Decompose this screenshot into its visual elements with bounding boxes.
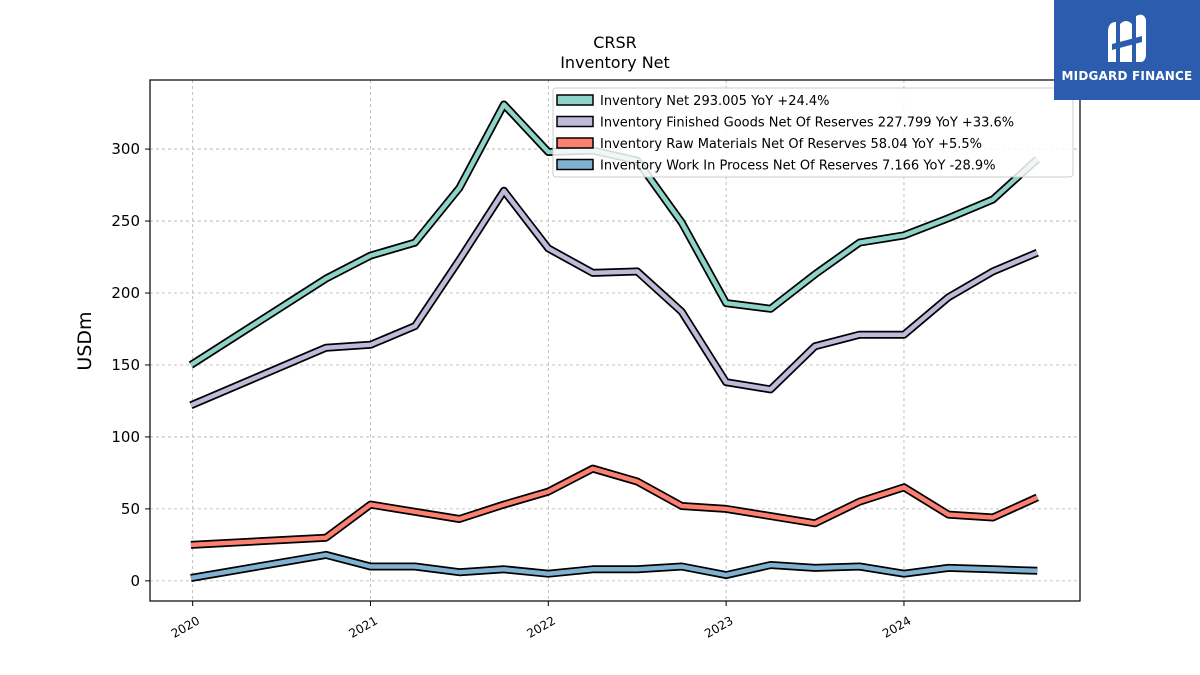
y-tick-label: 50	[121, 500, 140, 518]
series-line	[190, 550, 1038, 582]
x-tick-label: 2023	[702, 613, 735, 640]
legend-entry: Inventory Finished Goods Net Of Reserves…	[600, 116, 1014, 131]
x-tick-label: 2024	[880, 613, 913, 640]
y-axis-label: USDm	[74, 311, 96, 370]
legend-box	[552, 87, 1074, 178]
series-outline	[189, 186, 1039, 409]
legend-entry: Inventory Net 293.005 YoY +24.4%	[600, 94, 830, 109]
series-outline	[190, 464, 1039, 549]
y-tick-label: 300	[111, 140, 140, 158]
y-tick-label: 150	[111, 356, 140, 374]
series-line	[189, 186, 1039, 409]
y-tick-label: 250	[111, 212, 140, 230]
legend-entry: Inventory Raw Materials Net Of Reserves …	[600, 137, 982, 152]
series-line	[188, 100, 1040, 369]
legend-entry: Inventory Work In Process Net Of Reserve…	[600, 159, 996, 174]
legend: Inventory Net 293.005 YoY +24.4% Inventor…	[552, 87, 1074, 178]
x-tick-label: 2022	[524, 613, 557, 640]
plot-frame	[149, 79, 1081, 602]
x-tick-label: 2021	[347, 613, 380, 640]
y-tick-label: 0	[130, 572, 140, 590]
series-stroke	[190, 552, 1038, 581]
x-tick-label: 2020	[169, 613, 202, 640]
y-tick-label: 200	[111, 284, 140, 302]
series-line	[190, 464, 1039, 549]
chart-subtitle: Inventory Net	[560, 53, 670, 72]
brand-logo: MIDGARD FINANCE	[1054, 0, 1200, 100]
y-tick-label: 100	[111, 428, 140, 446]
series-stroke	[190, 188, 1039, 408]
chart-title: CRSR	[593, 33, 637, 52]
series-stroke	[190, 466, 1039, 548]
brand-name: MIDGARD FINANCE	[1061, 69, 1193, 83]
legend-swatch	[556, 115, 594, 128]
series-stroke	[189, 102, 1039, 367]
series-lines	[188, 100, 1040, 582]
axis-ticks: 0 50 100 150 200 250 300 2020 2021 2022 2023 2024	[111, 140, 913, 641]
midgard-logo-icon	[1108, 14, 1146, 63]
legend-swatch	[556, 158, 594, 171]
legend-swatch	[556, 94, 594, 106]
legend-swatch	[556, 137, 594, 149]
